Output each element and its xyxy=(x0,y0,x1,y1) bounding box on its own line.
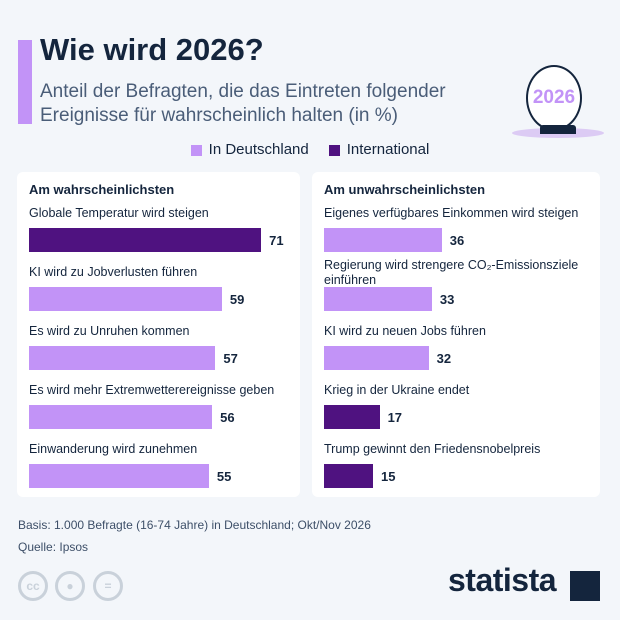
bar-label: Eigenes verfügbares Einkommen wird steig… xyxy=(324,206,579,220)
bar-value-label: 56 xyxy=(220,410,235,425)
bar-label: Trump gewinnt den Friedensnobelpreis xyxy=(324,442,541,456)
panel-title: Am wahrscheinlichsten xyxy=(29,182,175,197)
bar-label: Regierung wird strengere CO₂-Emissionszi… xyxy=(324,258,579,287)
legend-item-international: International xyxy=(328,141,429,158)
bar xyxy=(29,464,209,488)
bar-label: Es wird zu Unruhen kommen xyxy=(29,324,190,338)
footnote-source: Quelle: Ipsos xyxy=(18,540,89,554)
bar-row: Krieg in der Ukraine endet 17 xyxy=(324,383,614,429)
bar-row: KI wird zu neuen Jobs führen 32 xyxy=(324,324,614,370)
attribution-icon[interactable]: ● xyxy=(55,571,85,601)
statista-logo[interactable]: statista xyxy=(448,562,557,598)
no-derivatives-icon[interactable]: = xyxy=(93,571,123,601)
bar xyxy=(29,346,216,370)
bar xyxy=(29,228,262,252)
bar-row: Trump gewinnt den Friedensnobelpreis 15 xyxy=(324,442,614,488)
legend-item-deutschland: In Deutschland xyxy=(190,141,309,158)
bar xyxy=(324,228,442,252)
bar-label: Krieg in der Ukraine endet xyxy=(324,383,470,397)
bar-value-label: 17 xyxy=(387,410,403,425)
bar-label: KI wird zu neuen Jobs führen xyxy=(324,324,486,338)
bar-row: Einwanderung wird zunehmen 55 xyxy=(29,442,319,488)
bar-value-label: 33 xyxy=(439,292,455,307)
legend: In Deutschland International xyxy=(0,141,620,158)
title-accent-bar xyxy=(18,40,32,124)
bar-label: Einwanderung wird zunehmen xyxy=(29,442,198,456)
bar-value-label: 71 xyxy=(269,233,284,248)
bar-row: Es wird zu Unruhen kommen 57 xyxy=(29,324,319,370)
bar-label: Es wird mehr Extremwetterereignisse gebe… xyxy=(29,383,275,397)
bar-value-label: 57 xyxy=(223,351,238,366)
bar-row: Es wird mehr Extremwetterereignisse gebe… xyxy=(29,383,319,429)
bar xyxy=(29,287,222,311)
footnote-basis: Basis: 1.000 Befragte (16-74 Jahre) in D… xyxy=(18,518,371,532)
subtitle: Anteil der Befragten, die das Eintreten … xyxy=(40,81,446,126)
panel-title: Am unwahrscheinlichsten xyxy=(324,182,486,197)
bar-label: Globale Temperatur wird steigen xyxy=(29,206,209,220)
bar xyxy=(324,287,432,311)
bar-value-label: 36 xyxy=(449,233,465,248)
bar xyxy=(29,405,213,429)
cc-license-icon[interactable]: cc xyxy=(18,571,48,601)
panel-least-likely: Am unwahrscheinlichsten Eigenes verfügba… xyxy=(312,172,600,497)
bar-value-label: 59 xyxy=(229,292,245,307)
bar-label: KI wird zu Jobverlusten führen xyxy=(29,265,198,279)
bar-row: Eigenes verfügbares Einkommen wird steig… xyxy=(324,206,614,252)
crystal-ball-stand xyxy=(540,125,576,134)
bar-value-label: 32 xyxy=(436,351,452,366)
bar-row: Regierung wird strengere CO₂-Emissionszi… xyxy=(324,258,614,311)
bar-row: Globale Temperatur wird steigen 71 xyxy=(29,206,319,252)
bar-row: KI wird zu Jobverlusten führen 59 xyxy=(29,265,319,311)
year-badge: 2026 xyxy=(532,87,576,108)
bar xyxy=(324,464,374,488)
statista-logo-mark-icon xyxy=(570,571,600,601)
bar xyxy=(324,346,429,370)
bar-value-label: 15 xyxy=(381,469,396,484)
bar xyxy=(324,405,380,429)
bar-value-label: 55 xyxy=(216,469,232,484)
page-title: Wie wird 2026? xyxy=(40,32,264,67)
crystal-ball-icon: 2026 xyxy=(526,65,582,131)
panel-most-likely: Am wahrscheinlichsten Globale Temperatur… xyxy=(17,172,300,497)
